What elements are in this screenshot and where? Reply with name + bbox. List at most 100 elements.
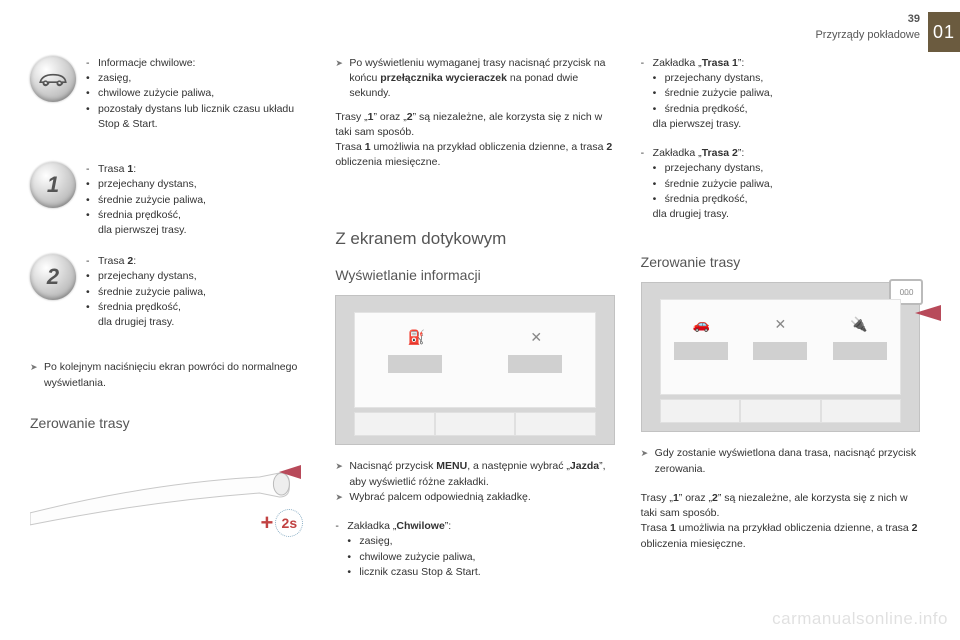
tab [515,412,595,436]
trip1-heading: Trasa 1: [98,163,136,175]
tab-trasa2-tail: dla drugiej trasy. [641,207,920,222]
item: przejechany dystans, [653,161,920,176]
reset-arrow-icon [915,305,941,321]
column-3: Zakładka „Trasa 1”: przejechany dystans,… [641,56,920,620]
plus-icon: + [260,507,273,539]
fuel-icon: ⛽ [408,327,425,347]
tab-chwilowe-items: zasięg, chwilowe zużycie paliwa, licznik… [335,534,614,580]
t: , a następnie wybrać „ [467,460,570,472]
trips-example-2: Trasa 1 umożliwia na przykład obliczenia… [335,140,614,170]
trip2-text: Trasa 2: przejechany dystans, średnie zu… [86,254,206,330]
trip1-block: 1 Trasa 1: przejechany dystans, średnie … [30,162,309,238]
item: średnia prędkość, [653,192,920,207]
trip1-icon: 1 [30,162,76,208]
trips-independent-3: Trasy „1” oraz „2” są niezależne, ale ko… [641,491,920,521]
info-text: Informacje chwilowe: zasięg, chwilowe zu… [86,56,309,132]
return-note: Po kolejnym naciśnięciu ekran powróci do… [30,360,309,390]
chapter-badge: 01 [928,12,960,52]
reset-heading-1: Zerowanie trasy [30,413,309,433]
stalk-illustration: + 2s [30,443,309,539]
display-values [661,342,900,360]
tab [435,412,515,436]
info-heading: Informacje chwilowe: [86,56,309,71]
column-2: Po wyświetleniu wymaganej trasy nacisnąć… [335,56,614,620]
reset-note: Gdy zostanie wyświetlona dana trasa, nac… [641,446,920,476]
display-icons: ⛽ ✕ [355,327,594,347]
trip2-item: średnie zużycie paliwa, [86,285,206,300]
item: zasięg, [347,534,614,549]
timer-dial: 2s [275,509,303,537]
trips-example-3: Trasa 1 umożliwia na przykład obliczenia… [641,521,920,551]
section-title: Przyrządy pokładowe [815,28,920,44]
display-values [355,355,594,373]
tab-trasa2-label: Zakładka „Trasa 2”: [641,146,920,161]
touchscreen-display-2: 0.0.0 🚗 ✕ 🔌 [641,282,920,432]
trip2-item: średnia prędkość, [86,300,206,315]
trip2-block: 2 Trasa 2: przejechany dystans, średnie … [30,254,309,330]
tab-trasa2-items: przejechany dystans, średnie zużycie pal… [641,161,920,207]
display-icons: 🚗 ✕ 🔌 [661,314,900,334]
content-columns: Informacje chwilowe: zasięg, chwilowe zu… [30,56,920,620]
tab-trasa1-label: Zakładka „Trasa 1”: [641,56,920,71]
t-bold: MENU [436,460,467,472]
t: Nacisnąć przycisk [349,460,436,472]
value-box [508,355,562,373]
menu-select: Wybrać palcem odpowiednią zakładkę. [335,490,614,505]
trip2-heading: Trasa 2: [98,255,136,267]
tab-chwilowe-label: Zakładka „Chwilowe”: [335,519,614,534]
trip1-item: średnie zużycie paliwa, [86,193,206,208]
x-icon: ✕ [774,314,786,334]
car-svg [37,69,69,89]
trip2-item: przejechany dystans, [86,269,206,284]
trip2-icon: 2 [30,254,76,300]
reset-note-list: Gdy zostanie wyświetlona dana trasa, nac… [641,446,920,476]
value-box [674,342,728,360]
tab [821,399,901,423]
trip1-item: przejechany dystans, [86,177,206,192]
item: średnia prędkość, [653,102,920,117]
tab [354,412,434,436]
item: chwilowe zużycie paliwa, [347,550,614,565]
tab-chwilowe: Zakładka „Chwilowe”: [335,519,614,534]
car-icon [30,56,76,102]
info-item: chwilowe zużycie paliwa, [86,86,309,101]
tab-trasa1-items: przejechany dystans, średnie zużycie pal… [641,71,920,117]
display-area: ⛽ ✕ [354,312,595,408]
trip1-item: średnia prędkość, [86,208,206,223]
return-note-list: Po kolejnym naciśnięciu ekran powróci do… [30,360,309,390]
page-header: 39 Przyrządy pokładowe 01 [815,12,960,52]
item: przejechany dystans, [653,71,920,86]
reset-heading-3: Zerowanie trasy [641,252,920,272]
trip1-text: Trasa 1: przejechany dystans, średnie zu… [86,162,206,238]
touch-heading: Z ekranem dotykowym [335,227,614,252]
touchscreen-display-1: ⛽ ✕ [335,295,614,445]
two-seconds-indicator: + 2s [260,507,303,539]
value-box [833,342,887,360]
menu-instructions: Nacisnąć przycisk MENU, a następnie wybr… [335,459,614,505]
watermark: carmanualsonline.info [772,607,948,632]
t-bold2: Jazda [570,460,599,472]
tab [740,399,820,423]
plug-icon: 🔌 [850,314,867,334]
column-1: Informacje chwilowe: zasięg, chwilowe zu… [30,56,309,620]
tab-trasa2: Zakładka „Trasa 2”: [641,146,920,161]
press-wiper-note: Po wyświetleniu wymaganej trasy nacisnąć… [335,56,614,102]
page-number: 39 [815,12,920,28]
x-icon: ✕ [530,327,542,347]
value-box [753,342,807,360]
car-small-icon: 🚗 [693,314,710,334]
info-block: Informacje chwilowe: zasięg, chwilowe zu… [30,56,309,132]
value-box [388,355,442,373]
display-info-heading: Wyświetlanie informacji [335,265,614,285]
tab-trasa1-tail: dla pierwszej trasy. [641,117,920,132]
trips-independent-2: Trasy „1” oraz „2” są niezależne, ale ko… [335,110,614,140]
trip1-tail: dla pierwszej trasy. [86,223,206,238]
item: średnie zużycie paliwa, [653,86,920,101]
tab-trasa1: Zakładka „Trasa 1”: [641,56,920,71]
trip2-tail: dla drugiej trasy. [86,315,206,330]
press-wiper-text: Po wyświetleniu wymaganej trasy nacisnąć… [335,56,614,102]
item: średnie zużycie paliwa, [653,177,920,192]
tabbar [354,412,595,436]
item: licznik czasu Stop & Start. [347,565,614,580]
tabbar [660,399,901,423]
